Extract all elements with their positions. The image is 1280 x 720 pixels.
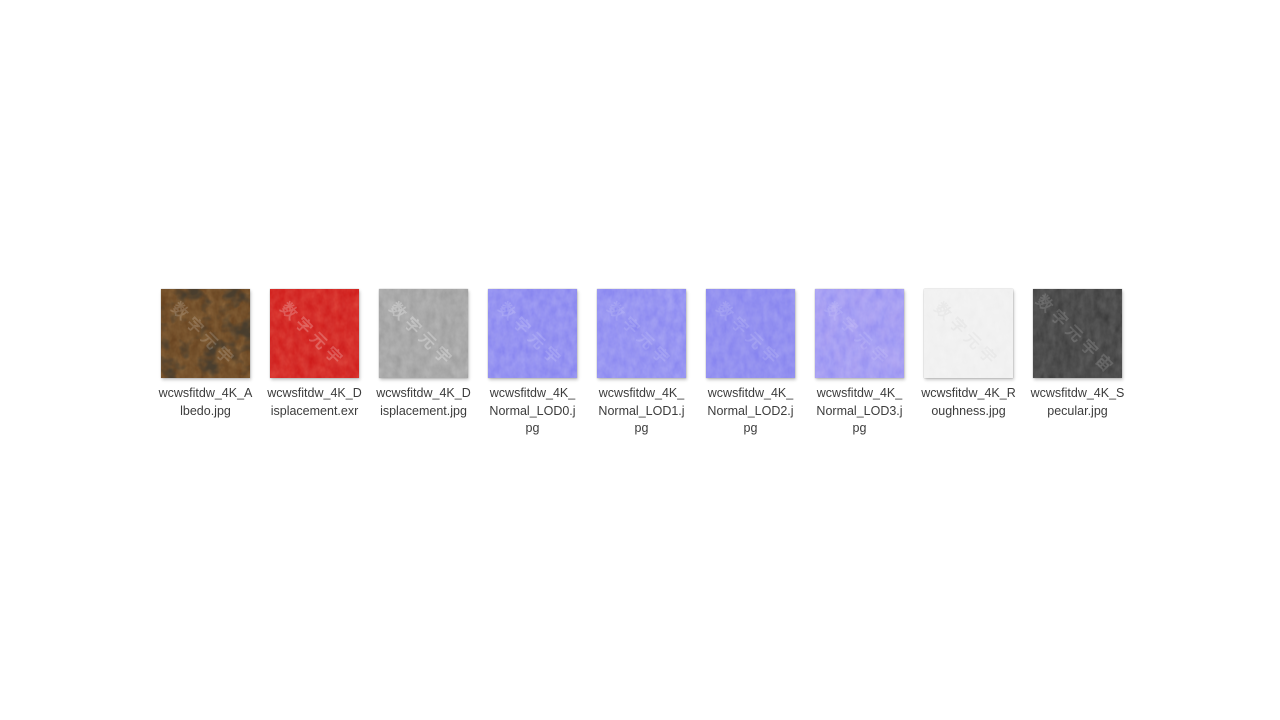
file-name-line: wcwsfitdw_4K_ bbox=[816, 386, 903, 400]
file-name-line: isplacement.jpg bbox=[380, 403, 467, 418]
file-name-line: oughness.jpg bbox=[931, 403, 1006, 418]
file-name-line: pg bbox=[852, 421, 867, 435]
file-item[interactable]: 数字元宇 wcwsfitdw_4K_ Normal_LOD3.jpg bbox=[805, 289, 914, 438]
file-item[interactable]: 数字元宇 wcwsfitdw_4K_ Normal_LOD1.jpg bbox=[587, 289, 696, 438]
file-name-line: wcwsfitdw_4K_S bbox=[1030, 386, 1125, 400]
file-name-line: Normal_LOD1.j bbox=[598, 403, 685, 418]
thumbnail-albedo[interactable]: 数字元宇 bbox=[161, 289, 250, 378]
file-name-label: wcwsfitdw_4K_S pecular.jpg bbox=[1023, 385, 1132, 420]
thumbnail-roughness[interactable]: 数字元宇 bbox=[924, 289, 1013, 378]
file-name-line: pg bbox=[743, 421, 758, 435]
file-name-line: wcwsfitdw_4K_D bbox=[267, 386, 362, 400]
thumbnail-normal-lod1[interactable]: 数字元宇 bbox=[597, 289, 686, 378]
file-item[interactable]: 数字元宇宙 wcwsfitdw_4K_S pecular.jpg bbox=[1023, 289, 1132, 438]
file-name-line: pecular.jpg bbox=[1047, 403, 1108, 418]
file-name-label: wcwsfitdw_4K_D isplacement.jpg bbox=[369, 385, 478, 420]
file-name-line: pg bbox=[634, 421, 649, 435]
thumbnail-displacement-exr[interactable]: 数字元宇 bbox=[270, 289, 359, 378]
file-item[interactable]: 数字元宇 wcwsfitdw_4K_D isplacement.exr bbox=[260, 289, 369, 438]
file-name-line: Normal_LOD3.j bbox=[816, 403, 903, 418]
file-item[interactable]: 数字元宇 wcwsfitdw_4K_R oughness.jpg bbox=[914, 289, 1023, 438]
file-item[interactable]: 数字元宇 wcwsfitdw_4K_D isplacement.jpg bbox=[369, 289, 478, 438]
file-name-line: isplacement.exr bbox=[270, 403, 359, 418]
file-name-line: wcwsfitdw_4K_ bbox=[489, 386, 576, 400]
file-name-label: wcwsfitdw_4K_A lbedo.jpg bbox=[151, 385, 260, 420]
file-name-line: pg bbox=[525, 421, 540, 435]
thumbnail-normal-lod2[interactable]: 数字元宇 bbox=[706, 289, 795, 378]
file-item[interactable]: 数字元宇 wcwsfitdw_4K_A lbedo.jpg bbox=[151, 289, 260, 438]
thumbnail-displacement-jpg[interactable]: 数字元宇 bbox=[379, 289, 468, 378]
thumbnail-specular[interactable]: 数字元宇宙 bbox=[1033, 289, 1122, 378]
file-name-label: wcwsfitdw_4K_R oughness.jpg bbox=[914, 385, 1023, 420]
file-name-line: wcwsfitdw_4K_D bbox=[376, 386, 471, 400]
file-item[interactable]: 数字元宇 wcwsfitdw_4K_ Normal_LOD2.jpg bbox=[696, 289, 805, 438]
file-name-line: lbedo.jpg bbox=[180, 403, 231, 418]
file-name-line: Normal_LOD2.j bbox=[707, 403, 794, 418]
thumbnail-normal-lod3[interactable]: 数字元宇 bbox=[815, 289, 904, 378]
file-name-line: wcwsfitdw_4K_ bbox=[707, 386, 794, 400]
file-list-row: 数字元宇wcwsfitdw_4K_Albedo.jpg数字元宇wcwsfitdw… bbox=[0, 289, 1280, 438]
file-name-line: wcwsfitdw_4K_R bbox=[921, 386, 1016, 400]
file-item[interactable]: 数字元宇 wcwsfitdw_4K_ Normal_LOD0.jpg bbox=[478, 289, 587, 438]
file-name-line: wcwsfitdw_4K_A bbox=[158, 386, 253, 400]
thumbnail-normal-lod0[interactable]: 数字元宇 bbox=[488, 289, 577, 378]
file-name-line: Normal_LOD0.j bbox=[489, 403, 576, 418]
file-name-label: wcwsfitdw_4K_D isplacement.exr bbox=[260, 385, 369, 420]
file-name-line: wcwsfitdw_4K_ bbox=[598, 386, 685, 400]
